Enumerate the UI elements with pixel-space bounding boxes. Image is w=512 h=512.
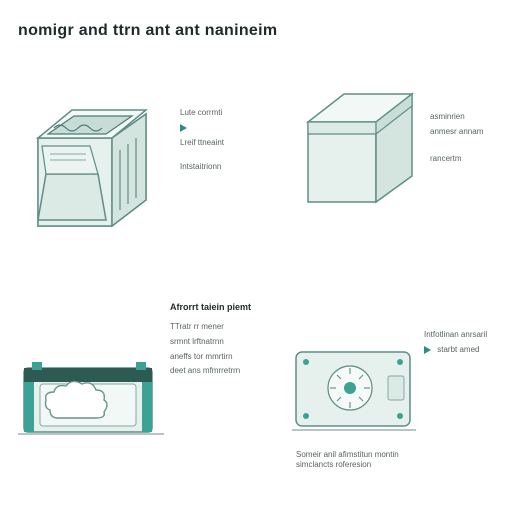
labels-bottom-right: Intfotlinan anrsaril starbt amed	[424, 330, 487, 360]
arrow-right-icon	[180, 124, 187, 132]
footer-br-1: simclancts roferesion	[296, 460, 399, 470]
heading-bl: Afrorrt taiein piemt	[170, 302, 251, 312]
labels-top-left: Lute corrmti Lreif ttneaint Intstaitrion…	[180, 108, 224, 177]
labels-top-right: asminrien anmesr annam rancertm	[430, 112, 483, 168]
label-bl-2: aneffs tor mmrtirn	[170, 352, 240, 363]
panel-bottom-right: Intfotlinan anrsaril starbt amed Someir …	[292, 300, 512, 490]
label-bl-1: srmnt lrftnatrnn	[170, 337, 240, 348]
label-bl-3: deet ans mfmrretrrn	[170, 366, 240, 377]
footer-br: Someir anil afimstitun montin simclancts…	[296, 450, 399, 471]
label-bl-0: TTratr rr mener	[170, 322, 240, 333]
panel-top-left: Lute corrmti Lreif ttneaint Intstaitrion…	[28, 80, 248, 240]
label-br-arrow: starbt amed	[424, 345, 487, 356]
label-tr-1: anmesr annam	[430, 127, 483, 138]
illustration-component	[292, 322, 422, 442]
label-br-0: Intfotlinan anrsaril	[424, 330, 487, 341]
arrow-right-icon	[424, 346, 431, 354]
illustration-open-box	[28, 80, 178, 230]
label-tr-2: rancertm	[430, 154, 483, 165]
label-tr-0: asminrien	[430, 112, 483, 123]
title-text: nomigr and ttrn ant ant nanineim	[18, 22, 277, 39]
illustration-machine	[18, 322, 168, 442]
label-tl-0: Lute corrmti	[180, 108, 224, 119]
label-tl-2: Intstaitrionn	[180, 162, 224, 173]
illustration-closed-box	[300, 80, 430, 210]
label-tl-1: Lreif ttneaint	[180, 138, 224, 149]
panel-bottom-left: Afrorrt taiein piemt TTratr rr mener srm…	[18, 300, 258, 490]
footer-br-0: Someir anil afimstitun montin	[296, 450, 399, 460]
labels-bottom-left: TTratr rr mener srmnt lrftnatrnn aneffs …	[170, 322, 240, 381]
page-title: nomigr and ttrn ant ant nanineim	[18, 22, 277, 40]
panel-top-right: asminrien anmesr annam rancertm	[300, 80, 500, 240]
label-tl-arrow	[180, 123, 224, 134]
